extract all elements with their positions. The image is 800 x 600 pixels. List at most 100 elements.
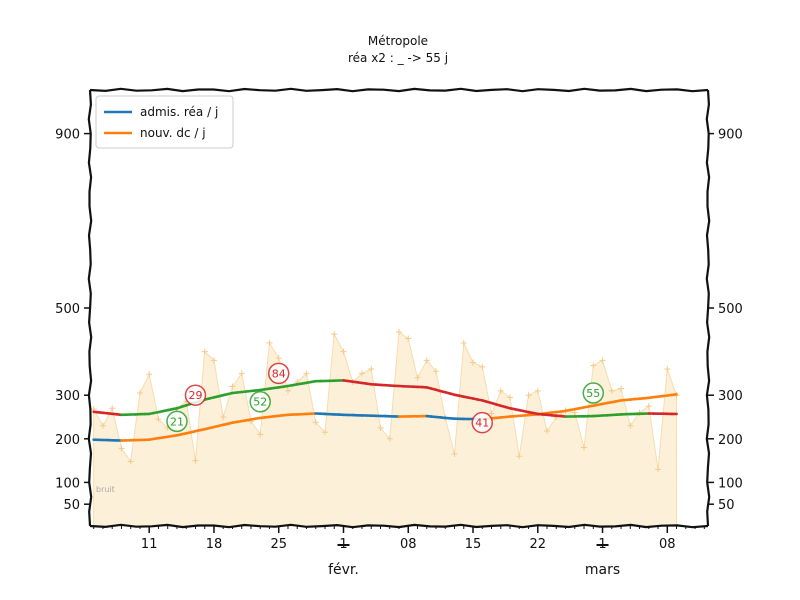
daily-point-marker [238,370,245,377]
daily-point-marker [470,359,477,366]
daily-point-marker [257,431,264,438]
daily-point-marker [497,387,504,394]
daily-point-marker [99,422,106,429]
legend-label: nouv. dc / j [140,126,206,140]
y-tick-label-left: 50 [63,498,80,513]
daily-point-marker [201,348,208,355]
annotation-label: 29 [188,389,202,402]
daily-point-marker [618,385,625,392]
daily-point-marker [192,457,199,464]
daily-point-marker [127,458,134,465]
reference-label-bruit: bruit [96,485,115,494]
daily-point-marker [451,451,458,458]
y-tick-label-left: 900 [55,128,80,143]
daily-point-marker [479,363,486,370]
annotation-circle [184,384,207,406]
annotation-52: 52 [249,390,271,413]
y-tick-label-right: 50 [718,498,735,513]
daily-point-marker [460,339,467,346]
annotation-84: 84 [267,362,290,385]
x-tick-label: 25 [270,537,287,552]
annotation-circle [471,411,494,434]
daily-point-marker [655,466,662,473]
y-tick-label-right: 500 [718,302,743,317]
daily-point-marker [488,410,495,417]
legend-label: admis. réa / j [140,105,218,119]
daily-point-marker [599,357,606,364]
annotation-29: 29 [184,384,207,406]
daily-point-marker [507,394,514,401]
chart-title: Métropole [368,34,428,48]
axis-frame-left [87,89,93,527]
daily-point-marker [109,405,116,412]
daily-point-marker [312,419,319,426]
daily-point-marker [405,335,412,342]
annotations-layer: 29 21 52 84 41 55 [166,362,605,434]
daily-point-marker [414,374,421,381]
chart-subtitle: réa x2 : _ -> 55 j [348,51,448,65]
annotation-label: 21 [170,415,184,428]
daily-point-marker [627,422,634,429]
daily-point-marker [544,427,551,434]
axes-layer: 50 50 100 100 200 200 300 300 500 500 900 900 11 18 25… [55,87,743,578]
daily-point-marker [331,331,338,338]
daily-point-marker [645,403,652,410]
annotation-21: 21 [166,410,188,433]
legend-box [95,95,234,149]
annotation-circle [249,390,271,413]
axis-frame-top [89,87,709,93]
daily-point-marker [136,390,143,397]
y-tick-label-left: 500 [55,302,80,317]
daily-point-marker [275,355,282,362]
annotation-circle [582,382,605,404]
daily-point-marker [377,424,384,431]
y-tick-label-right: 200 [718,433,743,448]
y-tick-label-right: 100 [718,476,743,491]
daily-point-marker [525,392,532,399]
y-tick-label-right: 300 [718,389,743,404]
x-tick-label: 08 [659,537,676,552]
daily-point-marker [155,416,162,423]
daily-point-marker [220,414,227,420]
annotation-41: 41 [471,411,494,434]
daily-point-marker [303,370,310,377]
daily-point-marker [396,328,402,335]
daily-point-marker [266,339,273,346]
daily-point-marker [118,445,125,452]
y-tick-label-left: 200 [55,433,80,448]
annotation-55: 55 [582,382,605,404]
daily-point-marker [516,453,523,460]
daily-point-marker [423,357,430,364]
annotation-label: 52 [253,396,267,409]
x-tick-label: 11 [141,537,158,552]
annotation-circle [267,362,290,385]
daily-point-marker [386,435,393,442]
x-tick-label: 22 [529,537,546,552]
daily-point-marker [608,387,615,394]
legend: admis. réa / j nouv. dc / j [95,95,234,149]
daily-point-marker [368,366,375,373]
month-label: mars [585,562,620,578]
daily-point-marker [433,368,440,375]
daily-point-marker [146,371,153,378]
daily-point-marker [229,383,236,390]
x-tick-label: 18 [206,537,223,552]
annotation-label: 55 [586,387,600,400]
y-tick-label-left: 300 [55,389,80,404]
daily-point-marker [664,366,671,373]
daily-point-marker [590,362,597,369]
daily-point-marker [358,370,365,377]
x-tick-label: 08 [400,537,417,552]
y-tick-label-right: 900 [718,128,743,143]
daily-point-marker [284,387,291,394]
series-0-segment [670,392,678,397]
daily-point-marker [321,429,328,436]
daily-point-marker [571,409,578,416]
y-tick-label-left: 100 [55,476,80,491]
daily-point-marker [534,387,541,394]
daily-point-marker [340,348,347,355]
daily-point-marker [581,444,588,451]
month-label: févr. [328,562,359,578]
annotation-label: 84 [272,367,286,380]
